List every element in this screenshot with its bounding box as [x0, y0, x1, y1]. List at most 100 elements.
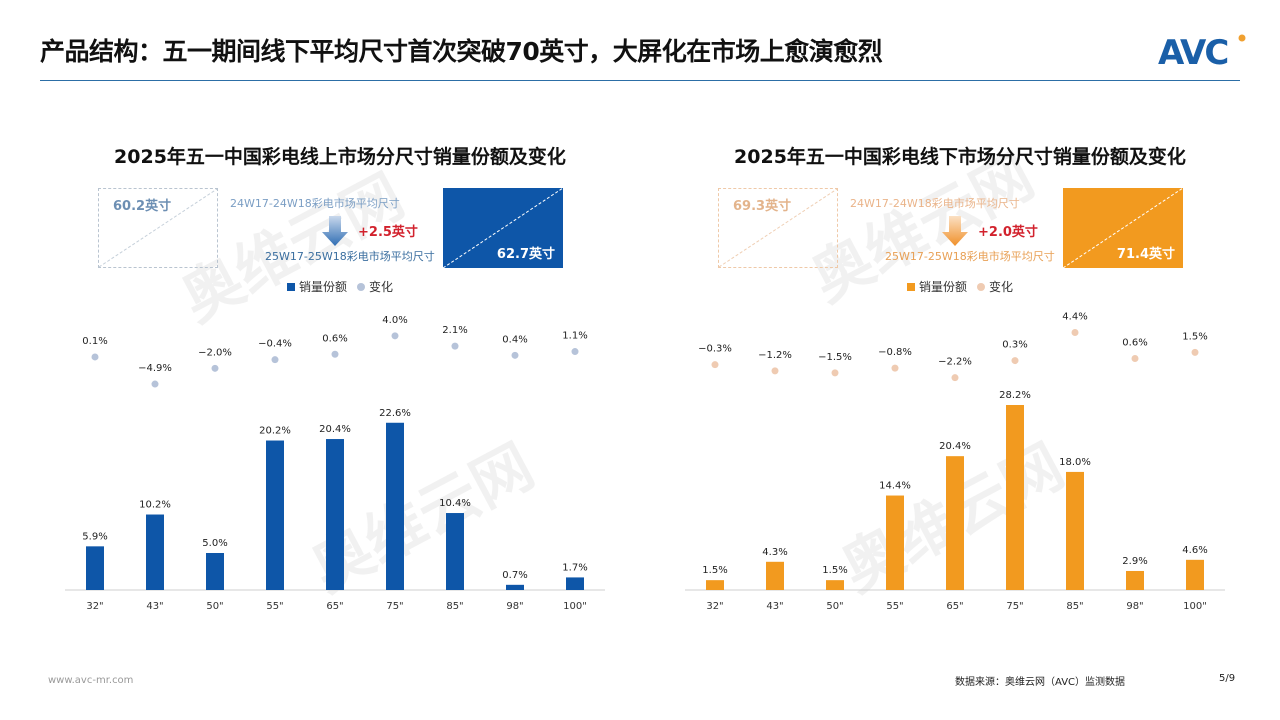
- bar: [1126, 570, 1144, 590]
- legend-bar-swatch: [906, 282, 915, 291]
- new-size-box: 71.4英寸: [1063, 188, 1183, 268]
- x-tick-label: 65": [946, 601, 963, 612]
- bar: [946, 456, 964, 590]
- new-size-value: 71.4英寸: [1116, 247, 1175, 262]
- chart-title: 2025年五一中国彩电线上市场分尺寸销量份额及变化: [114, 146, 566, 168]
- bar: [886, 495, 904, 590]
- bar-value-label: 0.7%: [502, 570, 527, 581]
- x-tick-label: 32": [706, 601, 723, 612]
- old-period-label: 24W17-24W18彩电市场平均尺寸: [230, 197, 400, 210]
- legend-bar-swatch: [286, 282, 295, 291]
- change-dot: [211, 364, 219, 372]
- bar: [1066, 471, 1084, 590]
- bar-value-label: 28.2%: [999, 390, 1031, 401]
- change-dot: [151, 380, 159, 388]
- x-tick-label: 55": [266, 601, 283, 612]
- footer-url[interactable]: www.avc-mr.com: [48, 675, 134, 686]
- new-size-value: 62.7英寸: [496, 247, 555, 262]
- x-tick-label: 32": [86, 601, 103, 612]
- old-size-box: 69.3英寸: [718, 188, 838, 268]
- page-number: 5/9: [1219, 673, 1236, 684]
- bar: [1186, 559, 1204, 590]
- bar: [566, 577, 584, 590]
- x-tick-label: 55": [886, 601, 903, 612]
- page-title: 产品结构：五一期间线下平均尺寸首次突破70英寸，大屏化在市场上愈演愈烈: [40, 37, 883, 66]
- change-value-label: −4.9%: [138, 363, 172, 374]
- change-dot: [1071, 329, 1079, 337]
- change-dot: [771, 367, 779, 375]
- offline-size-chart: 1.5% 32" −0.3% 4.3% 43" −1.2% 1.5% 50" −1.5% 14.4…: [685, 312, 1225, 612]
- old-period-label: 24W17-24W18彩电市场平均尺寸: [850, 197, 1020, 210]
- logo-dot: [1238, 34, 1246, 42]
- new-size-box: 62.7英寸: [443, 188, 563, 268]
- legend-dot-swatch: [357, 282, 365, 291]
- header-divider: [40, 80, 1240, 81]
- change-dot: [331, 350, 339, 358]
- x-tick-label: 98": [1126, 601, 1143, 612]
- change-value-label: 1.5%: [1182, 331, 1207, 342]
- bar-value-label: 5.0%: [202, 538, 227, 549]
- change-dot: [451, 342, 459, 350]
- legend-dot-label: 变化: [989, 280, 1014, 294]
- change-dot: [1011, 357, 1019, 365]
- bar: [146, 514, 164, 590]
- bar-value-label: 20.4%: [319, 424, 351, 435]
- change-value-label: 0.6%: [1122, 338, 1147, 349]
- bar-value-label: 10.2%: [139, 500, 171, 511]
- change-value-label: −0.8%: [878, 347, 912, 358]
- change-dot: [831, 369, 839, 377]
- online-panel: 2025年五一中国彩电线上市场分尺寸销量份额及变化 60.2英寸 24W17-2…: [60, 120, 620, 620]
- bar: [1006, 405, 1024, 590]
- legend-dot-label: 变化: [369, 280, 394, 294]
- bar: [766, 561, 784, 590]
- change-value-label: −0.3%: [698, 344, 732, 355]
- legend-bar-label: 销量份额: [298, 280, 347, 294]
- x-tick-label: 43": [146, 601, 163, 612]
- bar-value-label: 5.9%: [82, 531, 107, 542]
- x-tick-label: 98": [506, 601, 523, 612]
- chart-title: 2025年五一中国彩电线下市场分尺寸销量份额及变化: [734, 146, 1186, 168]
- change-value-label: −2.2%: [938, 357, 972, 368]
- logo-text: AVC: [1158, 33, 1227, 70]
- change-value-label: 0.3%: [1002, 340, 1027, 351]
- old-size-value: 69.3英寸: [733, 199, 792, 214]
- change-value-label: 4.4%: [1062, 312, 1087, 323]
- legend-bar-label: 销量份额: [918, 280, 967, 294]
- bar-value-label: 22.6%: [379, 408, 411, 419]
- change-dot: [91, 353, 99, 361]
- new-period-label: 25W17-25W18彩电市场平均尺寸: [885, 250, 1055, 263]
- size-delta: +2.5英寸: [358, 225, 418, 240]
- change-value-label: 1.1%: [562, 331, 587, 342]
- x-tick-label: 85": [1066, 601, 1083, 612]
- bar-value-label: 20.2%: [259, 426, 291, 437]
- bar-value-label: 18.0%: [1059, 457, 1091, 468]
- change-value-label: 0.4%: [502, 334, 527, 345]
- bar: [826, 580, 844, 590]
- offline-panel: 2025年五一中国彩电线下市场分尺寸销量份额及变化 69.3英寸 24W17-2…: [680, 120, 1240, 620]
- bar: [206, 553, 224, 590]
- change-dot: [1191, 348, 1199, 356]
- arrow-down-icon: [942, 216, 968, 246]
- arrow-down-icon: [322, 216, 348, 246]
- bar-value-label: 14.4%: [879, 481, 911, 492]
- change-dot: [391, 332, 399, 340]
- bar: [506, 584, 524, 590]
- x-tick-label: 100": [1183, 601, 1207, 612]
- x-tick-label: 100": [563, 601, 587, 612]
- change-dot: [1131, 355, 1139, 363]
- old-size-box: 60.2英寸: [98, 188, 218, 268]
- diagonal-line: [99, 189, 217, 267]
- bar-value-label: 4.3%: [762, 547, 787, 558]
- bar-value-label: 10.4%: [439, 498, 471, 509]
- x-tick-label: 43": [766, 601, 783, 612]
- change-value-label: −1.5%: [818, 352, 852, 363]
- change-dot: [711, 361, 719, 369]
- change-value-label: 0.6%: [322, 333, 347, 344]
- diagonal-line: [719, 189, 837, 267]
- chart-legend: 销量份额 变化: [60, 278, 620, 295]
- change-value-label: 2.1%: [442, 325, 467, 336]
- change-dot: [951, 374, 959, 382]
- bar-value-label: 2.9%: [1122, 556, 1147, 567]
- bar: [326, 439, 344, 590]
- bar: [386, 422, 404, 590]
